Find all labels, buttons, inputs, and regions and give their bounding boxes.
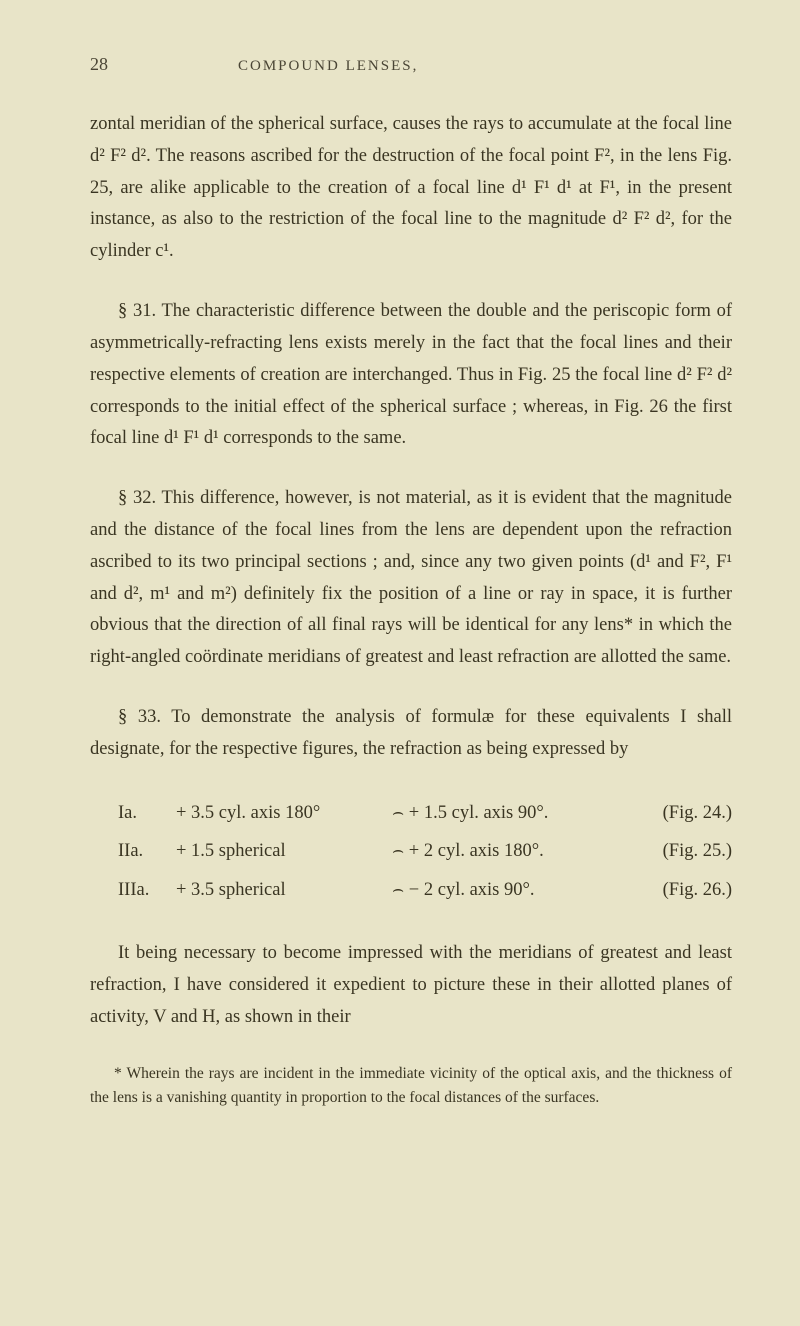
row-left: + 1.5 spherical: [176, 832, 392, 871]
row-right: (Fig. 26.): [620, 871, 732, 910]
paragraph-5: It being necessary to become impressed w…: [90, 938, 732, 1033]
row-label: Ia.: [90, 794, 176, 833]
formula-table: Ia. + 3.5 cyl. axis 180° ⌢ + 1.5 cyl. ax…: [90, 794, 732, 911]
paragraph-1: zontal meridian of the spherical surface…: [90, 109, 732, 268]
row-left: + 3.5 spherical: [176, 871, 392, 910]
row-mid: ⌢ − 2 cyl. axis 90°.: [392, 871, 620, 910]
table-row: Ia. + 3.5 cyl. axis 180° ⌢ + 1.5 cyl. ax…: [90, 794, 732, 833]
footnote: * Wherein the rays are incident in the i…: [90, 1062, 732, 1110]
row-left: + 3.5 cyl. axis 180°: [176, 794, 392, 833]
paragraph-4: § 33. To demonstrate the analysis of for…: [90, 702, 732, 766]
paragraph-2: § 31. The characteristic difference betw…: [90, 296, 732, 455]
page-header: 28 COMPOUND LENSES,: [90, 54, 732, 75]
row-mid: ⌢ + 2 cyl. axis 180°.: [392, 832, 620, 871]
running-head: COMPOUND LENSES,: [238, 58, 418, 75]
row-label: IIa.: [90, 832, 176, 871]
row-right: (Fig. 25.): [620, 832, 732, 871]
paragraph-3: § 32. This difference, however, is not m…: [90, 483, 732, 674]
page-number: 28: [90, 54, 108, 75]
table-row: IIIa. + 3.5 spherical ⌢ − 2 cyl. axis 90…: [90, 871, 732, 910]
row-mid: ⌢ + 1.5 cyl. axis 90°.: [392, 794, 620, 833]
table-row: IIa. + 1.5 spherical ⌢ + 2 cyl. axis 180…: [90, 832, 732, 871]
row-label: IIIa.: [90, 871, 176, 910]
row-right: (Fig. 24.): [620, 794, 732, 833]
